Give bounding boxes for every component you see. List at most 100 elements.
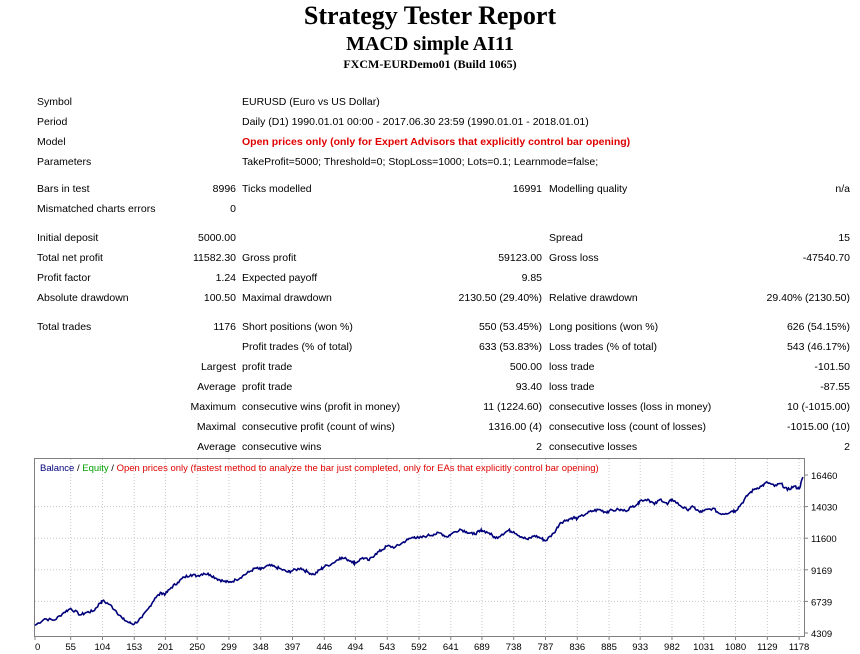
x-tick-label: 201 (157, 642, 173, 653)
x-tick-label: 0 (35, 642, 40, 653)
x-tick-label: 933 (632, 642, 648, 653)
maximal-consec-loss-label: consecutive loss (count of losses) (549, 421, 706, 433)
initial-deposit-label: Initial deposit (37, 232, 99, 244)
short-positions-value: 550 (53.45%) (478, 321, 542, 333)
model-value: Open prices only (only for Expert Adviso… (242, 136, 631, 148)
avg-consec-wins-label: consecutive wins (242, 441, 322, 453)
x-tick-label: 55 (65, 642, 76, 653)
average-loss-label: loss trade (549, 381, 595, 393)
x-tick-label: 104 (95, 642, 111, 653)
legend-equity: Equity (82, 463, 109, 474)
bars-in-test-value: 8996 (212, 183, 236, 195)
avg-consec-losses-label: consecutive losses (549, 441, 638, 453)
x-tick-label: 494 (348, 642, 364, 653)
y-tick-label: 11600 (811, 534, 837, 545)
profit-factor-label: Profit factor (37, 272, 91, 284)
max-consec-losses-value: 10 (-1015.00) (786, 401, 850, 413)
report-title: Strategy Tester Report (303, 1, 557, 30)
initial-deposit-value: 5000.00 (198, 232, 236, 244)
x-tick-label: 738 (506, 642, 522, 653)
x-tick-label: 689 (474, 642, 490, 653)
x-tick-label: 397 (285, 642, 301, 653)
gross-loss-label: Gross loss (549, 252, 599, 264)
legend-separator: / (74, 463, 82, 474)
x-tick-label: 1178 (789, 642, 809, 653)
x-tick-label: 348 (253, 642, 269, 653)
balance-chart-svg: Balance / Equity / Open prices only (fas… (34, 458, 837, 653)
absolute-drawdown-value: 100.50 (203, 292, 236, 304)
x-tick-label: 543 (379, 642, 395, 653)
largest-loss-value: -101.50 (814, 361, 850, 373)
symbol-value: EURUSD (Euro vs US Dollar) (242, 96, 380, 108)
gross-loss-value: -47540.70 (802, 252, 850, 264)
maximal-drawdown-label: Maximal drawdown (242, 292, 332, 304)
profit-factor-value: 1.24 (215, 272, 236, 284)
x-tick-label: 787 (538, 642, 554, 653)
gross-profit-label: Gross profit (242, 252, 297, 264)
maximal-consec-loss-value: -1015.00 (10) (786, 421, 850, 433)
parameters-value: TakeProfit=5000; Threshold=0; StopLoss=1… (242, 156, 599, 168)
long-positions-value: 626 (54.15%) (786, 321, 850, 333)
x-tick-label: 299 (221, 642, 237, 653)
long-positions-label: Long positions (won %) (549, 321, 659, 333)
x-tick-label: 1080 (725, 642, 746, 653)
period-value: Daily (D1) 1990.01.01 00:00 - 2017.06.30… (242, 116, 589, 128)
modelling-quality-value: n/a (835, 183, 850, 195)
x-tick-label: 592 (411, 642, 427, 653)
avg-consec-losses-value: 2 (844, 441, 850, 453)
relative-drawdown-label: Relative drawdown (549, 292, 638, 304)
average-loss-value: -87.55 (820, 381, 850, 393)
chart-grid (35, 459, 804, 636)
largest-profit-label: profit trade (242, 361, 293, 373)
legend-separator: / (109, 463, 117, 474)
expected-payoff-value: 9.85 (521, 272, 542, 284)
average-profit-label: profit trade (242, 381, 293, 393)
loss-trades-label: Loss trades (% of total) (549, 341, 657, 353)
chart-legend: Balance / Equity / Open prices only (fas… (40, 463, 599, 474)
max-consec-losses-label: consecutive losses (loss in money) (549, 401, 712, 413)
total-net-profit-value: 11582.30 (192, 252, 236, 264)
x-tick-label: 446 (316, 642, 332, 653)
symbol-label: Symbol (37, 96, 73, 108)
x-tick-label: 1031 (693, 642, 714, 653)
maximal-consec-profit-value: 1316.00 (4) (488, 421, 542, 433)
y-tick-label: 16460 (811, 471, 837, 482)
y-tick-label: 14030 (811, 503, 837, 514)
largest-profit-value: 500.00 (509, 361, 542, 373)
legend-model-note: Open prices only (fastest method to anal… (117, 463, 599, 474)
total-trades-label: Total trades (37, 321, 92, 333)
ticks-modelled-value: 16991 (512, 183, 542, 195)
balance-series-line (34, 476, 804, 626)
server-build: FXCM-EURDemo01 (Build 1065) (343, 57, 517, 71)
expected-payoff-label: Expected payoff (242, 272, 318, 284)
max-consec-wins-label: consecutive wins (profit in money) (242, 401, 401, 413)
short-positions-label: Short positions (won %) (242, 321, 353, 333)
x-tick-label: 641 (443, 642, 459, 653)
average-label: Average (197, 381, 236, 393)
maximal-drawdown-value: 2130.50 (29.40%) (458, 292, 542, 304)
average2-label: Average (197, 441, 236, 453)
y-axis-ticks: 16460 14030 11600 9169 6739 4309 (804, 471, 837, 640)
modelling-quality-label: Modelling quality (549, 183, 628, 195)
bars-in-test-label: Bars in test (37, 183, 90, 195)
spread-label: Spread (549, 232, 583, 244)
x-axis-ticks: 0 55 104 153 201 250 299 348 397 446 494 543 592 641 6… (34, 636, 809, 653)
expert-name: MACD simple AI11 (346, 33, 514, 55)
ticks-modelled-label: Ticks modelled (242, 183, 312, 195)
absolute-drawdown-label: Absolute drawdown (37, 292, 129, 304)
loss-trades-value: 543 (46.17%) (786, 341, 850, 353)
period-label: Period (37, 116, 68, 128)
gross-profit-value: 59123.00 (498, 252, 542, 264)
largest-loss-label: loss trade (549, 361, 595, 373)
profit-trades-value: 633 (53.83%) (478, 341, 542, 353)
total-trades-value: 1176 (213, 321, 236, 333)
parameters-label: Parameters (37, 156, 92, 168)
largest-label: Largest (200, 361, 236, 373)
mismatched-label: Mismatched charts errors (37, 203, 156, 215)
maximal-label: Maximal (196, 421, 236, 433)
x-tick-label: 885 (601, 642, 617, 653)
balance-chart: Balance / Equity / Open prices only (fas… (34, 458, 848, 654)
relative-drawdown-value: 29.40% (2130.50) (766, 292, 850, 304)
spread-value: 15 (838, 232, 850, 244)
x-tick-label: 1129 (757, 642, 777, 653)
